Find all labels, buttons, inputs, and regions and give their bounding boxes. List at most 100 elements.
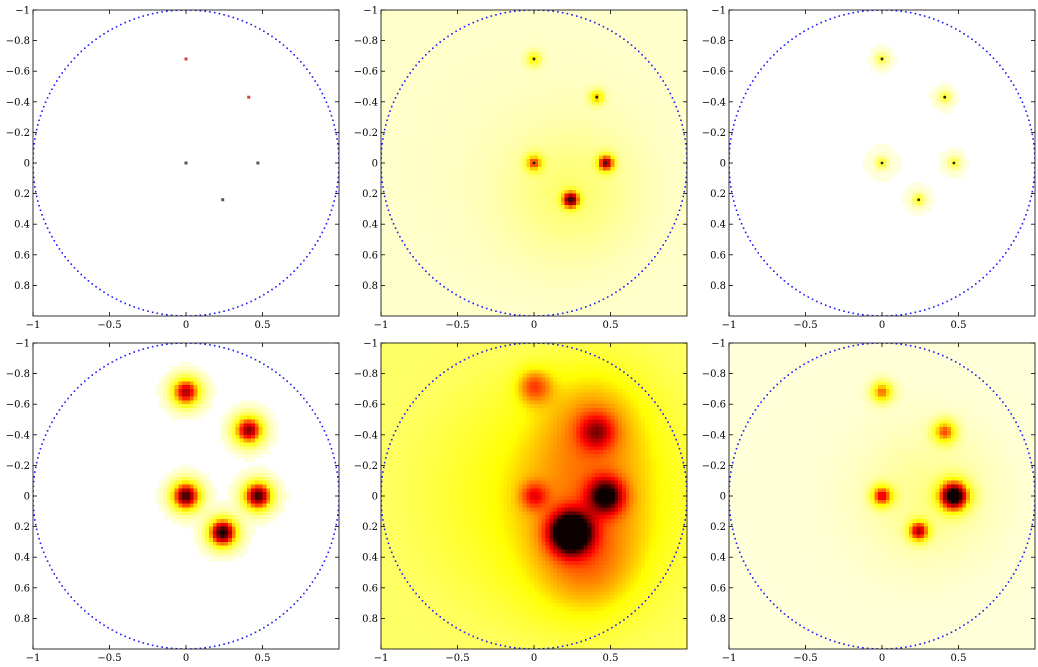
- y-tick-label: −1: [15, 339, 30, 350]
- x-tick-label: 0: [531, 653, 537, 664]
- boundary-circle: [33, 10, 339, 316]
- source-marker: [604, 161, 608, 165]
- y-tick-label: 0.2: [362, 522, 378, 533]
- y-tick-label: −0.6: [6, 400, 30, 411]
- data-point: [221, 198, 225, 202]
- x-tick-label: 0.5: [603, 653, 619, 664]
- source-marker: [532, 57, 536, 61]
- y-tick-label: 0.2: [14, 189, 30, 200]
- y-tick-label: −0.4: [354, 97, 378, 108]
- x-tick-label: −0.5: [793, 320, 817, 331]
- plot-area: [381, 10, 687, 316]
- y-tick-label: 0: [24, 492, 30, 503]
- y-tick-label: −0.2: [702, 461, 726, 472]
- plot-area: [729, 343, 1035, 649]
- boundary-circle: [729, 343, 1035, 649]
- x-tick-label: 0.5: [255, 653, 271, 664]
- y-tick-label: −0.2: [702, 128, 726, 139]
- y-tick-label: −0.6: [354, 400, 378, 411]
- y-tick-label: −0.2: [6, 128, 30, 139]
- x-tick-label: 0.5: [951, 653, 967, 664]
- x-tick-label: −1: [26, 653, 41, 664]
- heatmap-cells: [155, 362, 290, 566]
- x-tick-label: −1: [722, 653, 737, 664]
- x-tick-label: 0: [531, 320, 537, 331]
- source-marker: [952, 161, 956, 165]
- heatmap-cells: [729, 10, 1035, 316]
- y-tick-label: −0.6: [354, 67, 378, 78]
- plot-area: [381, 343, 687, 649]
- panel-bottom-middle: −1 −0.5 0 0.5 −1 −0.8 −0.6 −0.4 −0.2 0 0.2 0.4 0.6 0.…: [354, 339, 688, 664]
- x-tick-label: 0: [183, 320, 189, 331]
- y-tick-label: 0: [372, 159, 378, 170]
- x-tick-label: −0.5: [97, 320, 121, 331]
- y-tick-label: −0.4: [6, 97, 30, 108]
- y-tick-label: −1: [15, 6, 30, 17]
- x-tick-label: 0: [879, 320, 885, 331]
- x-tick-label: −1: [722, 320, 737, 331]
- y-tick-label: 0.6: [362, 250, 378, 261]
- y-tick-label: 0.4: [710, 553, 726, 564]
- y-tick-label: 0.8: [362, 614, 378, 625]
- panel-top-middle: −1 −0.5 0 0.5 −1 −0.8 −0.6 −0.4 −0.2 0 0.2 0.4 0.6 0.…: [354, 6, 688, 331]
- y-tick-label: −0.8: [6, 369, 30, 380]
- data-point: [184, 161, 188, 165]
- x-tick-label: −1: [374, 320, 389, 331]
- y-tick-label: −0.6: [6, 67, 30, 78]
- y-tick-label: 0: [720, 492, 726, 503]
- y-tick-label: −0.6: [702, 67, 726, 78]
- y-tick-label: −0.4: [354, 430, 378, 441]
- y-tick-label: 0.4: [362, 553, 378, 564]
- source-marker: [943, 95, 947, 99]
- heatmap-cells: [381, 343, 687, 649]
- y-tick-label: −0.8: [354, 369, 378, 380]
- y-tick-label: 0.6: [710, 583, 726, 594]
- y-tick-label: 0.2: [710, 522, 726, 533]
- y-tick-label: 0.2: [362, 189, 378, 200]
- y-tick-label: 0.6: [14, 250, 30, 261]
- y-tick-label: −0.4: [6, 430, 30, 441]
- y-tick-label: 0: [24, 159, 30, 170]
- y-tick-label: −1: [711, 6, 726, 17]
- source-marker: [569, 198, 573, 202]
- x-tick-label: −0.5: [445, 653, 469, 664]
- y-tick-label: 0.4: [362, 220, 378, 231]
- plot-area: [33, 343, 339, 649]
- x-tick-label: −0.5: [97, 653, 121, 664]
- y-tick-label: −0.4: [702, 430, 726, 441]
- y-tick-label: −0.8: [354, 36, 378, 47]
- y-tick-label: −0.8: [702, 369, 726, 380]
- x-tick-label: −1: [26, 320, 41, 331]
- data-point: [256, 161, 260, 165]
- y-tick-label: −1: [363, 339, 378, 350]
- y-tick-label: 0.4: [710, 220, 726, 231]
- boundary-circle: [33, 343, 339, 649]
- y-tick-label: −1: [363, 6, 378, 17]
- panel-top-left: −1 −0.5 0 0.5 −1 −0.8 −0.6 −0.4 −0.2 0 0.2 0.4 0.6 0.…: [6, 6, 340, 331]
- source-marker: [880, 57, 884, 61]
- source-marker: [595, 95, 599, 99]
- y-tick-label: −0.6: [702, 400, 726, 411]
- source-marker: [532, 161, 536, 165]
- y-tick-label: 0.6: [362, 583, 378, 594]
- y-tick-label: 0.4: [14, 553, 30, 564]
- y-tick-label: 0.6: [710, 250, 726, 261]
- x-tick-label: −1: [374, 653, 389, 664]
- source-marker: [880, 161, 884, 165]
- heatmap-cells: [729, 343, 1035, 649]
- y-tick-label: 0.6: [14, 583, 30, 594]
- data-point: [247, 95, 251, 99]
- panel-bottom-right: −1 −0.5 0 0.5 −1 −0.8 −0.6 −0.4 −0.2 0 0.2 0.4 0.6 0.…: [702, 339, 1036, 664]
- data-point: [184, 57, 188, 61]
- x-tick-label: −0.5: [793, 653, 817, 664]
- boundary-circle: [381, 343, 687, 649]
- boundary-circle: [729, 10, 1035, 316]
- y-tick-label: 0.8: [14, 614, 30, 625]
- x-tick-label: −0.5: [445, 320, 469, 331]
- y-tick-label: −0.8: [6, 36, 30, 47]
- x-tick-label: 0: [879, 653, 885, 664]
- y-tick-label: 0.8: [710, 281, 726, 292]
- y-tick-label: 0.4: [14, 220, 30, 231]
- source-marker: [917, 198, 921, 202]
- y-tick-label: 0.2: [14, 522, 30, 533]
